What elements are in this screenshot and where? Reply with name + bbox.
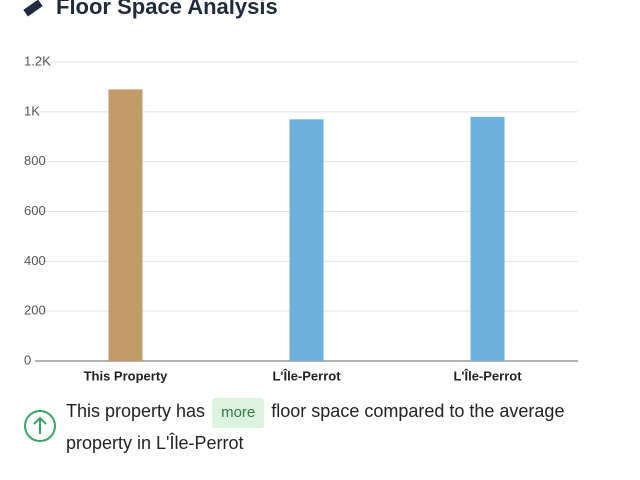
- bar: [289, 119, 324, 361]
- y-tick-label: 400: [24, 253, 46, 268]
- insight-text: This property has more floor space compa…: [66, 396, 586, 459]
- section-title: Floor Space Analysis: [56, 0, 278, 19]
- up-arrow-icon: [24, 410, 56, 442]
- y-tick-label: 1K: [24, 103, 40, 118]
- x-tick-label: This Property: [84, 368, 169, 383]
- y-tick-label: 1.2K: [24, 53, 51, 68]
- badge: more: [212, 398, 265, 428]
- y-tick-label: 200: [24, 303, 46, 318]
- bar: [470, 116, 505, 361]
- x-tick-label: L'Île-Perrot: [453, 368, 522, 383]
- insight-before: This property has: [66, 401, 206, 421]
- y-tick-label: 0: [24, 352, 31, 367]
- x-tick-label: L'Île-Perrot: [272, 368, 341, 383]
- y-tick-label: 600: [24, 203, 46, 218]
- insight-after: floor space compared to the average prop…: [66, 401, 565, 453]
- bar: [108, 89, 143, 362]
- ruler-icon: [23, 0, 43, 17]
- y-tick-label: 800: [24, 153, 46, 168]
- chart: 0 200 400 600 800 1K 1.2K This Property L'Île-Pe…: [24, 53, 578, 383]
